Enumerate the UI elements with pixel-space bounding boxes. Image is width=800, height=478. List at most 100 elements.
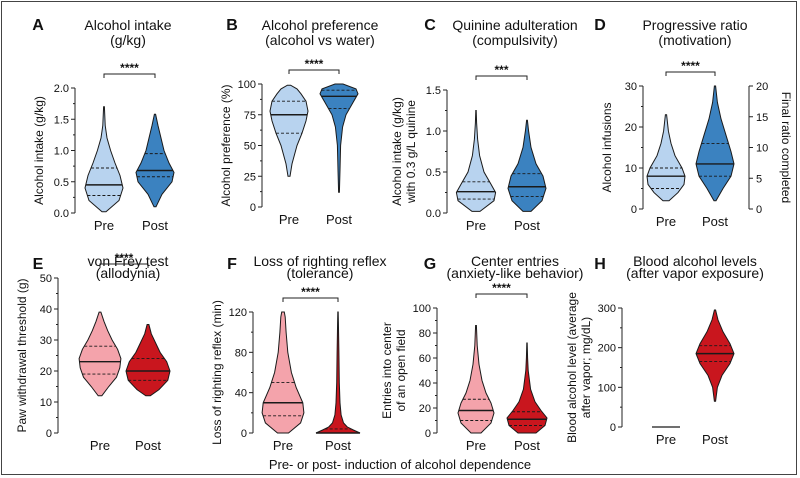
panel-g-violin-post [506,342,548,434]
panel-g-y-tick-label: 60 [419,353,431,365]
panel-a-x-label-post: Post [142,218,168,233]
panel-d-violin-pre [646,114,686,202]
panel-d-y2-label: Final ratio completed [779,92,793,203]
panel-g-y-label: of an open field [394,329,408,411]
panel-a-x-label-pre: Pre [94,218,114,233]
panel-g-x-label-post: Post [514,438,540,453]
panel-e-x-label-post: Post [135,438,161,453]
panel-e-violin-post [125,324,171,397]
panel-c-y-tick-label: 0.5 [426,167,441,179]
panel-e-y-tick-label: 50 [40,273,52,285]
panel-f-subtitle: (tolerance) [287,265,354,281]
panel-h-violin-post [695,309,735,402]
panel-c-title: Quinine adulteration [452,17,577,33]
panel-b-violin-post [319,83,359,193]
x-axis-footer: Pre- or post- induction of alcohol depen… [269,457,531,472]
panel-f-y-tick-label: 80 [235,347,247,359]
panel-d-letter: D [594,17,606,34]
panel-d-significance-label: **** [681,59,700,73]
panel-c-violin-post [507,119,547,212]
panel-d-subtitle: (motivation) [658,32,731,48]
panel-b-significance-label: **** [305,57,324,71]
panel-g-letter: G [424,256,436,273]
panel-f-violin-pre [261,311,305,434]
panel-g-y-tick-label: 100 [413,303,431,315]
panel-h-y-tick-label: 100 [598,382,616,394]
panel-e-y-tick-label: 40 [40,304,52,316]
panel-b-x-label-pre: Pre [279,212,299,227]
panel-c-y-tick-label: 0.0 [426,208,441,220]
panel-a-y-tick-label: 1.0 [54,146,69,158]
panel-b-subtitle: (alcohol vs water) [265,32,375,48]
panel-b-x-label-post: Post [326,212,352,227]
panel-d-title: Progressive ratio [642,17,747,33]
panel-f-y-tick-label: 40 [235,388,247,400]
panel-h-letter: H [594,256,606,273]
panel-e-y-label: Paw withdrawal threshold (g) [15,278,29,432]
panel-h-y-tick-label: 0 [610,422,616,434]
panel-h-x-label-pre: Pre [656,432,676,447]
panel-e-letter: E [33,256,44,273]
panel-d-y-label: Alcohol infusions [600,102,614,192]
panel-f-y-label: Loss of righting reflex (min) [210,300,224,445]
panel-d-y2-tick-label: 20 [756,81,768,93]
panel-e-y-tick-label: 30 [40,335,52,347]
panel-e-y-tick-label: 10 [40,397,52,409]
panel-g-y-tick-label: 0 [425,428,431,440]
panel-c-x-label-pre: Pre [466,218,486,233]
panel-d-y2-tick-label: 15 [756,112,768,124]
panel-b-y-tick-label: 100 [238,79,256,91]
panel-f-significance-bracket [282,297,339,302]
panel-b-significance-bracket [288,69,340,74]
panel-g-significance-bracket [475,293,528,298]
panel-a-subtitle: (g/kg) [110,32,146,48]
panel-g-subtitle: (anxiety-like behavior) [447,265,584,281]
panel-b-y-tick-label: 75 [244,110,256,122]
panel-b-y-tick-label: 50 [244,141,256,153]
panel-c-significance-label: *** [494,63,508,77]
panel-g-title: Center entries [471,253,559,269]
panel-f-y-tick-label: 0 [241,428,247,440]
panel-b-y-tick-label: 0 [250,202,256,214]
panel-c-letter: C [424,17,436,34]
panel-f-violin-post [315,311,361,434]
panel-e-x-label-pre: Pre [90,438,110,453]
panel-b-y-label: Alcohol preference (%) [219,84,233,206]
panel-e-significance-bracket [99,263,149,268]
panel-a-title: Alcohol intake [84,17,171,33]
panel-d-y-tick-label: 30 [625,81,637,93]
panel-b-y-tick-label: 25 [244,171,256,183]
panel-c-y-tick-label: 1.5 [426,85,441,97]
panel-g-significance-label: **** [492,281,511,295]
panel-h-x-label-post: Post [702,432,728,447]
panel-c-violin-pre [455,110,497,212]
panel-f-x-label-pre: Pre [273,438,293,453]
panel-g-y-tick-label: 80 [419,328,431,340]
panel-f-letter: F [227,256,237,273]
panel-e-y-tick-label: 0 [46,428,52,440]
panel-e-y-tick-label: 20 [40,366,52,378]
panel-f-significance-label: **** [301,285,320,299]
panel-e-significance-label: **** [115,251,134,265]
panel-h-y-tick-label: 300 [598,303,616,315]
panel-g-x-label-pre: Pre [466,438,486,453]
panel-d-significance-bracket [665,71,716,76]
panel-g-y-label: Entries into center [380,322,394,419]
panel-a-y-tick-label: 0.0 [54,208,69,220]
panel-f-x-label-post: Post [325,438,351,453]
panel-e-violin-pre [78,311,122,397]
panel-g-y-tick-label: 20 [419,403,431,415]
panel-c-y-label: with 0.3 g/L quinine [404,100,418,204]
panel-h-y-tick-label: 200 [598,343,616,355]
panel-c-y-label: Alcohol intake (g/kg) [390,97,404,206]
panel-d-y2-tick-label: 10 [756,143,768,155]
panel-a-y-label: Alcohol intake (g/kg) [32,96,46,205]
panel-d-y-tick-label: 20 [625,122,637,134]
panel-a-y-tick-label: 0.5 [54,177,69,189]
panel-a-significance-bracket [103,73,156,78]
panel-a-y-tick-label: 2.0 [54,83,69,95]
panel-h-title: Blood alcohol levels [633,253,757,269]
panel-a-y-tick-label: 1.5 [54,114,69,126]
panel-f-y-tick-label: 120 [229,307,247,319]
